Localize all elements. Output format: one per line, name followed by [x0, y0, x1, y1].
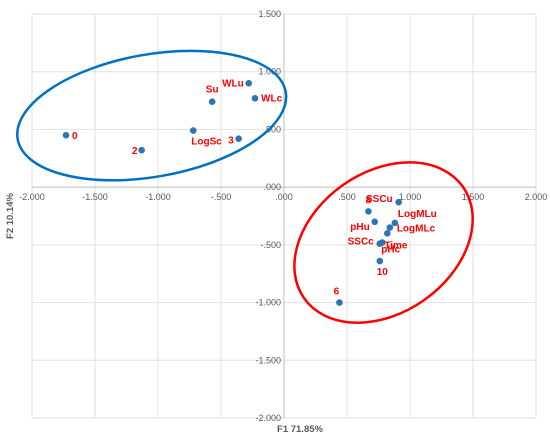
- data-point: [138, 146, 145, 154]
- data-point: [371, 218, 379, 226]
- axes: [32, 14, 536, 418]
- y-tick-label: .000: [263, 182, 281, 192]
- point-label: 3: [228, 136, 234, 147]
- point-label: WLu: [222, 78, 244, 89]
- point-label: 2: [132, 146, 138, 157]
- x-tick-label: 2.000: [525, 192, 548, 202]
- data-point: [336, 299, 343, 306]
- x-tick-label: .500: [338, 192, 356, 202]
- point-label: Su: [206, 85, 219, 96]
- point-label: WLc: [261, 93, 283, 104]
- data-points: [62, 79, 402, 306]
- y-axis-title: F2 10.14%: [5, 192, 16, 238]
- y-tick-label: -1.000: [255, 298, 281, 308]
- point-label: SSCc: [348, 237, 375, 248]
- point-label: pHc: [381, 245, 400, 256]
- group-ellipse: [16, 49, 288, 182]
- y-tick-label: -1.500: [255, 355, 281, 365]
- point-label: LogMLc: [397, 224, 436, 235]
- y-tick-label: -2.000: [255, 413, 281, 423]
- data-point: [189, 127, 197, 134]
- x-tick-label: -2.000: [19, 192, 45, 202]
- y-tick-label: 1.000: [258, 67, 281, 77]
- point-label: SSCu: [366, 194, 393, 205]
- data-point: [251, 94, 259, 102]
- data-point: [245, 79, 253, 87]
- point-label: 8: [366, 195, 372, 206]
- data-point: [384, 230, 391, 237]
- point-label: 6: [334, 287, 340, 298]
- point-label: LogMLu: [398, 209, 437, 220]
- data-point: [208, 98, 216, 106]
- x-tick-label: -1.500: [82, 192, 108, 202]
- point-label: 0: [72, 131, 78, 142]
- x-tick-label: 1.000: [399, 192, 422, 202]
- tick-labels: -2.000 -1.500 -1.000 -.500 .000 .500 1.000 1.50…: [19, 9, 547, 423]
- data-point: [365, 208, 372, 215]
- x-tick-label: .000: [275, 192, 293, 202]
- data-point: [386, 224, 394, 231]
- point-label: LogSc: [191, 137, 222, 148]
- x-tick-label: -.500: [211, 192, 232, 202]
- point-label: pHu: [350, 222, 369, 233]
- point-label: 10: [377, 267, 389, 278]
- data-point: [378, 239, 386, 246]
- x-tick-label: 1.500: [462, 192, 485, 202]
- point-label: Time: [384, 240, 408, 251]
- x-axis-title: F1 71.85%: [277, 424, 323, 435]
- group-ellipse: [293, 161, 474, 324]
- data-point: [235, 135, 242, 142]
- data-point: [376, 257, 384, 265]
- y-tick-label: .500: [263, 124, 281, 134]
- x-tick-label: -1.000: [145, 192, 171, 202]
- data-point: [391, 219, 399, 227]
- y-tick-label: -.500: [260, 240, 281, 250]
- data-point: [395, 198, 402, 206]
- data-point: [62, 131, 70, 139]
- group-ellipses: [16, 49, 474, 324]
- y-tick-label: 1.500: [258, 9, 281, 19]
